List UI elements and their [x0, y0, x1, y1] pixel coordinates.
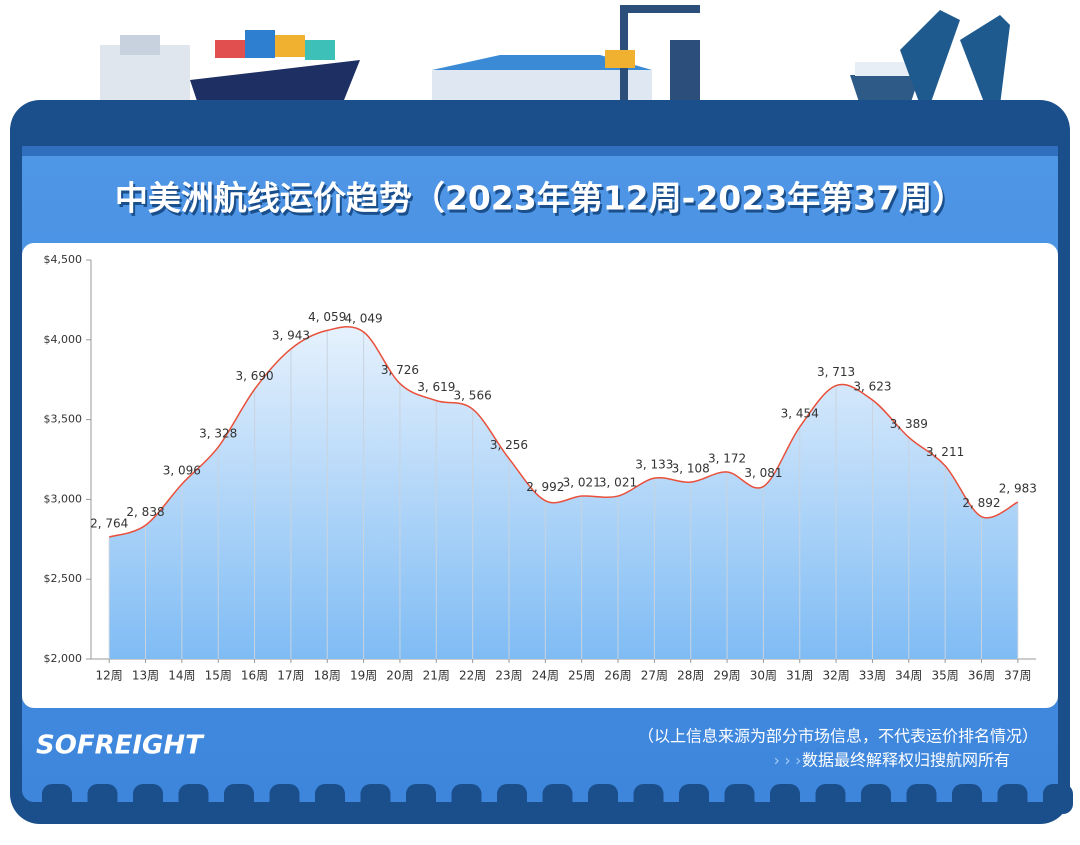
value-label: 2, 838 — [126, 505, 164, 519]
scallop — [997, 784, 1028, 814]
y-tick-label: $3,000 — [44, 492, 83, 505]
value-label: 4, 049 — [345, 311, 383, 325]
value-label: 3, 211 — [926, 445, 964, 459]
x-tick-label: 28周 — [677, 669, 704, 683]
x-tick-label: 14周 — [168, 669, 195, 683]
plot: $2,000 $2,500 $3,000 $3,500 $4,000 $4,500 2, 7… — [44, 253, 1037, 683]
x-tick-label: 36周 — [968, 669, 995, 683]
area — [109, 326, 1018, 659]
scallop — [588, 784, 618, 814]
value-label: 3, 172 — [708, 451, 746, 465]
value-label: 3, 021 — [599, 476, 637, 490]
y-tick-label: $3,500 — [44, 413, 83, 426]
source-note: （以上信息来源为部分市场信息，不代表运价排名情况） — [638, 727, 1038, 746]
x-tick-label: 32周 — [822, 669, 849, 683]
x-tick-label: 23周 — [495, 669, 522, 683]
x-tick-label: 21周 — [423, 669, 450, 683]
scallop — [451, 784, 482, 814]
value-label: 2, 764 — [90, 517, 128, 531]
scallop — [679, 784, 709, 814]
chart-title: 中美洲航线运价趋势（2023年第12周-2023年第37周） — [115, 179, 965, 218]
x-tick-label: 27周 — [641, 669, 668, 683]
scallop — [952, 784, 982, 814]
line — [108, 326, 1019, 538]
scallop — [315, 784, 345, 814]
scallop — [178, 784, 209, 814]
scallop — [497, 784, 527, 814]
scallop — [87, 784, 118, 814]
y-tick-label: $4,000 — [44, 333, 83, 346]
value-label: 3, 256 — [490, 438, 528, 452]
value-label: 3, 943 — [272, 328, 310, 342]
scallop — [42, 784, 72, 814]
x-tick-label: 12周 — [96, 669, 123, 683]
copyright: 数据最终解释权归搜航网所有 — [802, 751, 1010, 770]
x-tick-label: 26周 — [604, 669, 631, 683]
x-tick-label: 13周 — [132, 669, 159, 683]
x-tick-label: 24周 — [532, 669, 559, 683]
value-label: 3, 623 — [853, 379, 891, 393]
scallop — [542, 784, 573, 814]
value-label: 3, 021 — [563, 476, 601, 490]
scallop — [1043, 784, 1073, 814]
value-label: 3, 566 — [454, 389, 492, 403]
x-tick-label: 33周 — [859, 669, 886, 683]
scallop — [861, 784, 891, 814]
scallop — [224, 784, 254, 814]
x-tick-label: 15周 — [205, 669, 232, 683]
y-tick-label: $2,000 — [44, 652, 83, 665]
x-tick-label: 29周 — [713, 669, 740, 683]
value-label: 2, 892 — [962, 496, 1000, 510]
y-tick-label: $4,500 — [44, 253, 83, 266]
value-label: 3, 690 — [235, 369, 273, 383]
x-tick-label: 20周 — [386, 669, 413, 683]
x-tick-label: 19周 — [350, 669, 377, 683]
bottom-decoration — [42, 784, 1073, 814]
x-tick-label: 18周 — [314, 669, 341, 683]
x-tick-label: 16周 — [241, 669, 268, 683]
value-label: 3, 096 — [163, 464, 201, 478]
scallop — [815, 784, 846, 814]
value-label: 3, 081 — [744, 466, 782, 480]
value-label: 3, 389 — [890, 417, 928, 431]
header-illustration — [100, 5, 1010, 110]
x-tick-label: 22周 — [459, 669, 486, 683]
value-label: 3, 454 — [781, 406, 819, 420]
x-tick-label: 30周 — [750, 669, 777, 683]
value-label: 3, 328 — [199, 427, 237, 441]
scallop — [269, 784, 300, 814]
x-tick-label: 37周 — [1004, 669, 1031, 683]
title-shadow: 中美洲航线运价趋势（2023年第12周-2023年第37周） — [117, 182, 967, 221]
value-label: 3, 133 — [635, 458, 673, 472]
scallop — [906, 784, 937, 814]
x-tick-label: 34周 — [895, 669, 922, 683]
value-label: 3, 713 — [817, 365, 855, 379]
y-tick-label: $2,500 — [44, 572, 83, 585]
scallop — [770, 784, 800, 814]
x-tick-label: 31周 — [786, 669, 813, 683]
x-tick-label: 35周 — [931, 669, 958, 683]
scallop — [133, 784, 163, 814]
x-tick-label: 17周 — [277, 669, 304, 683]
scallop — [360, 784, 391, 814]
scallop — [406, 784, 436, 814]
arrows: › › › › — [774, 752, 812, 770]
panel-edge — [22, 146, 1058, 156]
value-label: 3, 108 — [672, 462, 710, 476]
value-label: 3, 726 — [381, 363, 419, 377]
value-label: 2, 983 — [999, 482, 1037, 496]
logo: SOFREIGHT — [36, 731, 205, 761]
scallop — [724, 784, 755, 814]
value-label: 2, 992 — [526, 480, 564, 494]
x-tick-label: 25周 — [568, 669, 595, 683]
value-label: 3, 619 — [417, 380, 455, 394]
scallop — [633, 784, 664, 814]
value-label: 4, 059 — [308, 310, 346, 324]
